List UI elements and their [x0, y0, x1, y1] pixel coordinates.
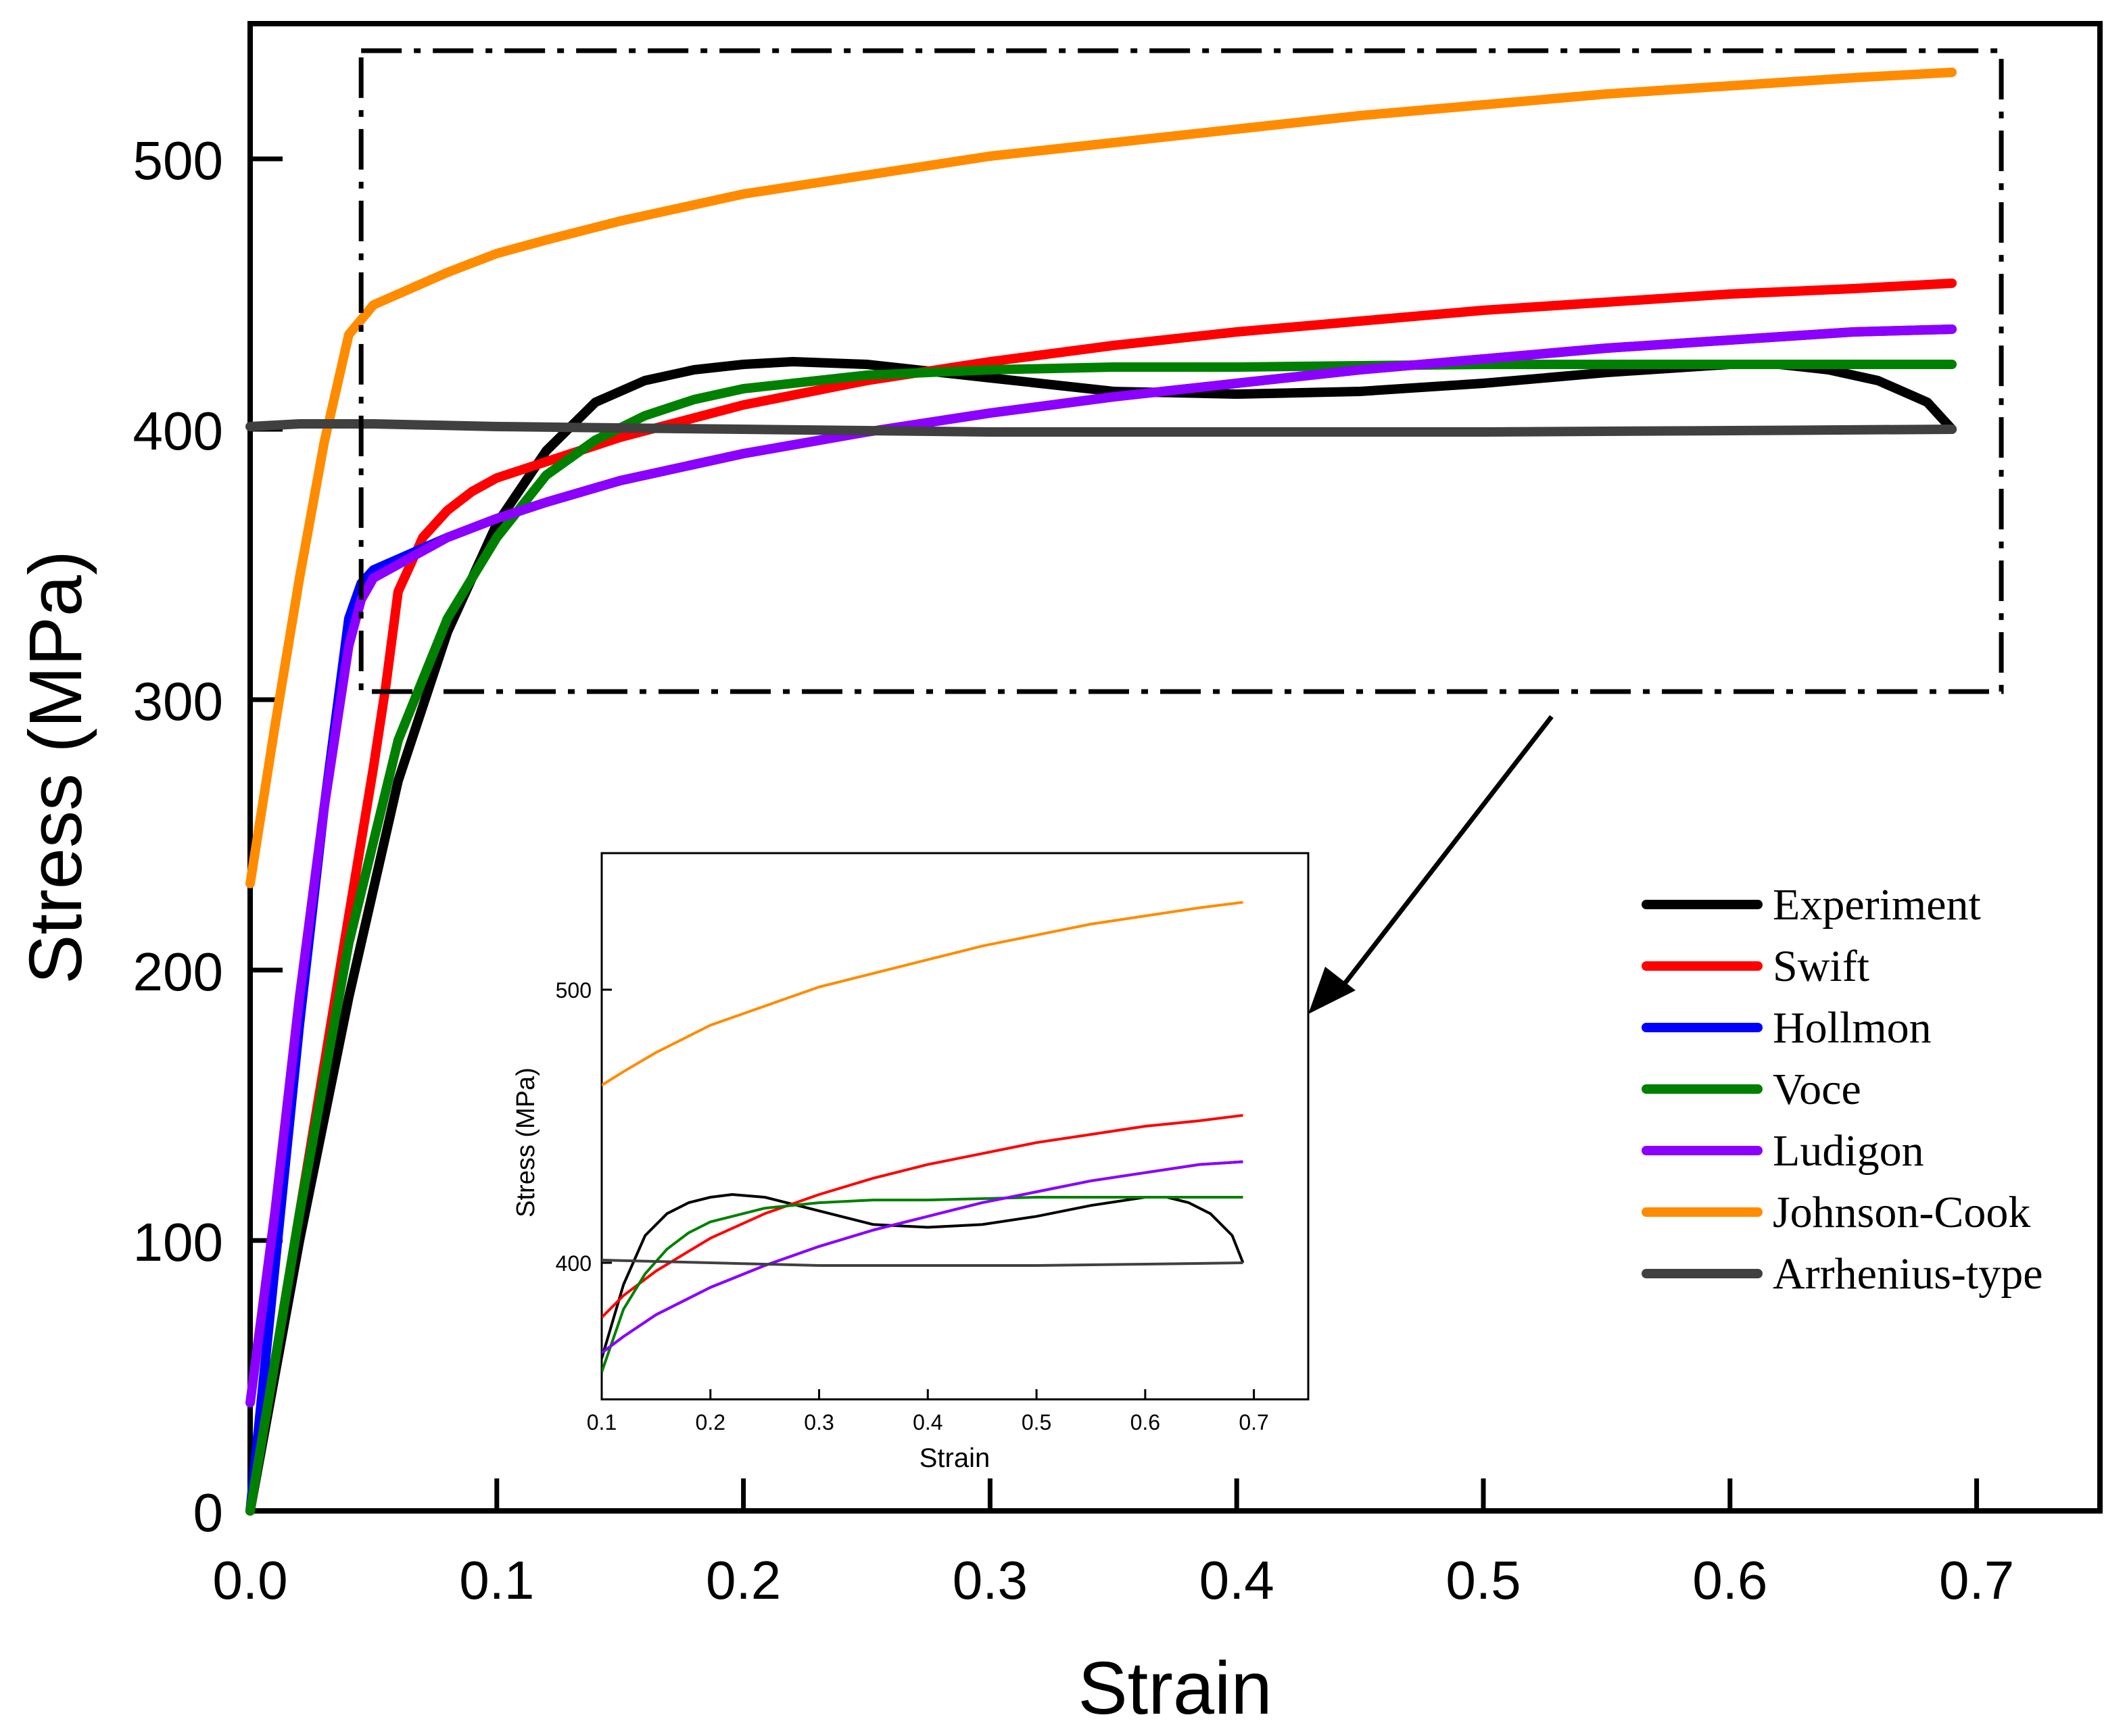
main-x-axis-label: Strain	[1078, 1647, 1272, 1730]
legend-label-arrhenius-type: Arrhenius-type	[1773, 1249, 2043, 1299]
main-y-tick-label: 300	[133, 671, 223, 731]
main-x-tick-label: 0.0	[212, 1550, 287, 1610]
inset-series-line-arrhenius-type	[602, 1259, 1243, 1267]
main-x-tick-label: 0.1	[459, 1550, 534, 1610]
legend: Experiment Swift Hollmon Voce Ludigon Johnson…	[1642, 880, 2043, 1299]
legend-label-ludigon: Ludigon	[1773, 1126, 1924, 1176]
legend-label-swift: Swift	[1773, 942, 1869, 991]
inset-x-tick-label: 0.4	[913, 1410, 942, 1434]
inset-series-line-ludigon	[602, 1160, 1243, 1354]
inset-x-tick-label: 0.6	[1130, 1410, 1160, 1434]
main-y-ticks: 0 100 200 300 400 500	[133, 130, 283, 1543]
inset-plot-frame	[600, 852, 1310, 1401]
inset-series-line-swift	[602, 1113, 1243, 1319]
series-line-ludigon	[245, 324, 1957, 1407]
legend-label-johnson-cook: Johnson-Cook	[1773, 1188, 2030, 1237]
inset-series	[602, 900, 1245, 1373]
main-y-tick-label: 100	[133, 1212, 223, 1272]
inset-x-tick-label: 0.1	[587, 1410, 617, 1434]
zoom-arrow	[1340, 715, 1554, 989]
series-line-swift	[245, 279, 1957, 1516]
main-x-tick-label: 0.6	[1692, 1550, 1767, 1610]
main-x-tick-label: 0.3	[953, 1550, 1028, 1610]
main-y-axis-label: Stress (MPa)	[14, 550, 97, 984]
main-x-tick-label: 0.5	[1445, 1550, 1521, 1610]
main-x-tick-label: 0.4	[1199, 1550, 1274, 1610]
main-x-tick-label: 0.7	[1939, 1550, 2014, 1610]
series-line-johnson-cook	[245, 68, 1957, 888]
series-line-voce	[245, 360, 1957, 1516]
main-y-tick-label: 0	[193, 1482, 224, 1543]
main-x-tick-label: 0.2	[706, 1550, 781, 1610]
inset-x-tick-label: 0.7	[1239, 1410, 1268, 1434]
zoom-arrow-head	[1308, 967, 1356, 1014]
inset-x-tick-label: 0.2	[696, 1410, 725, 1434]
zoom-box	[358, 48, 2004, 694]
inset-y-ticks: 400 500	[556, 978, 612, 1276]
main-series	[245, 68, 1957, 1516]
main-x-ticks: 0.0 0.1 0.2 0.3 0.4 0.5 0.6 0.7	[212, 1478, 2014, 1610]
inset-y-tick-label: 400	[556, 1251, 592, 1276]
legend-label-hollmon: Hollmon	[1773, 1003, 1932, 1053]
series-line-arrhenius-type	[245, 419, 1957, 437]
main-y-tick-label: 200	[133, 942, 223, 1002]
main-y-tick-label: 500	[133, 130, 223, 191]
main-plot-frame	[247, 21, 2103, 1514]
legend-label-voce: Voce	[1773, 1065, 1861, 1114]
inset-y-tick-label: 500	[556, 978, 592, 1003]
inset-series-line-johnson-cook	[602, 900, 1243, 1087]
inset-y-axis-label: Stress (MPa)	[512, 1067, 540, 1217]
legend-label-experiment: Experiment	[1773, 880, 1981, 930]
main-y-tick-label: 400	[133, 401, 223, 461]
inset-series-line-experiment	[602, 1193, 1245, 1359]
inset-x-tick-label: 0.3	[804, 1410, 834, 1434]
inset-series-line-voce	[602, 1196, 1243, 1373]
inset-x-axis-label: Strain	[919, 1443, 990, 1473]
inset-x-tick-label: 0.5	[1022, 1410, 1051, 1434]
inset-x-ticks: 0.1 0.2 0.3 0.4 0.5 0.6 0.7	[587, 1389, 1269, 1434]
